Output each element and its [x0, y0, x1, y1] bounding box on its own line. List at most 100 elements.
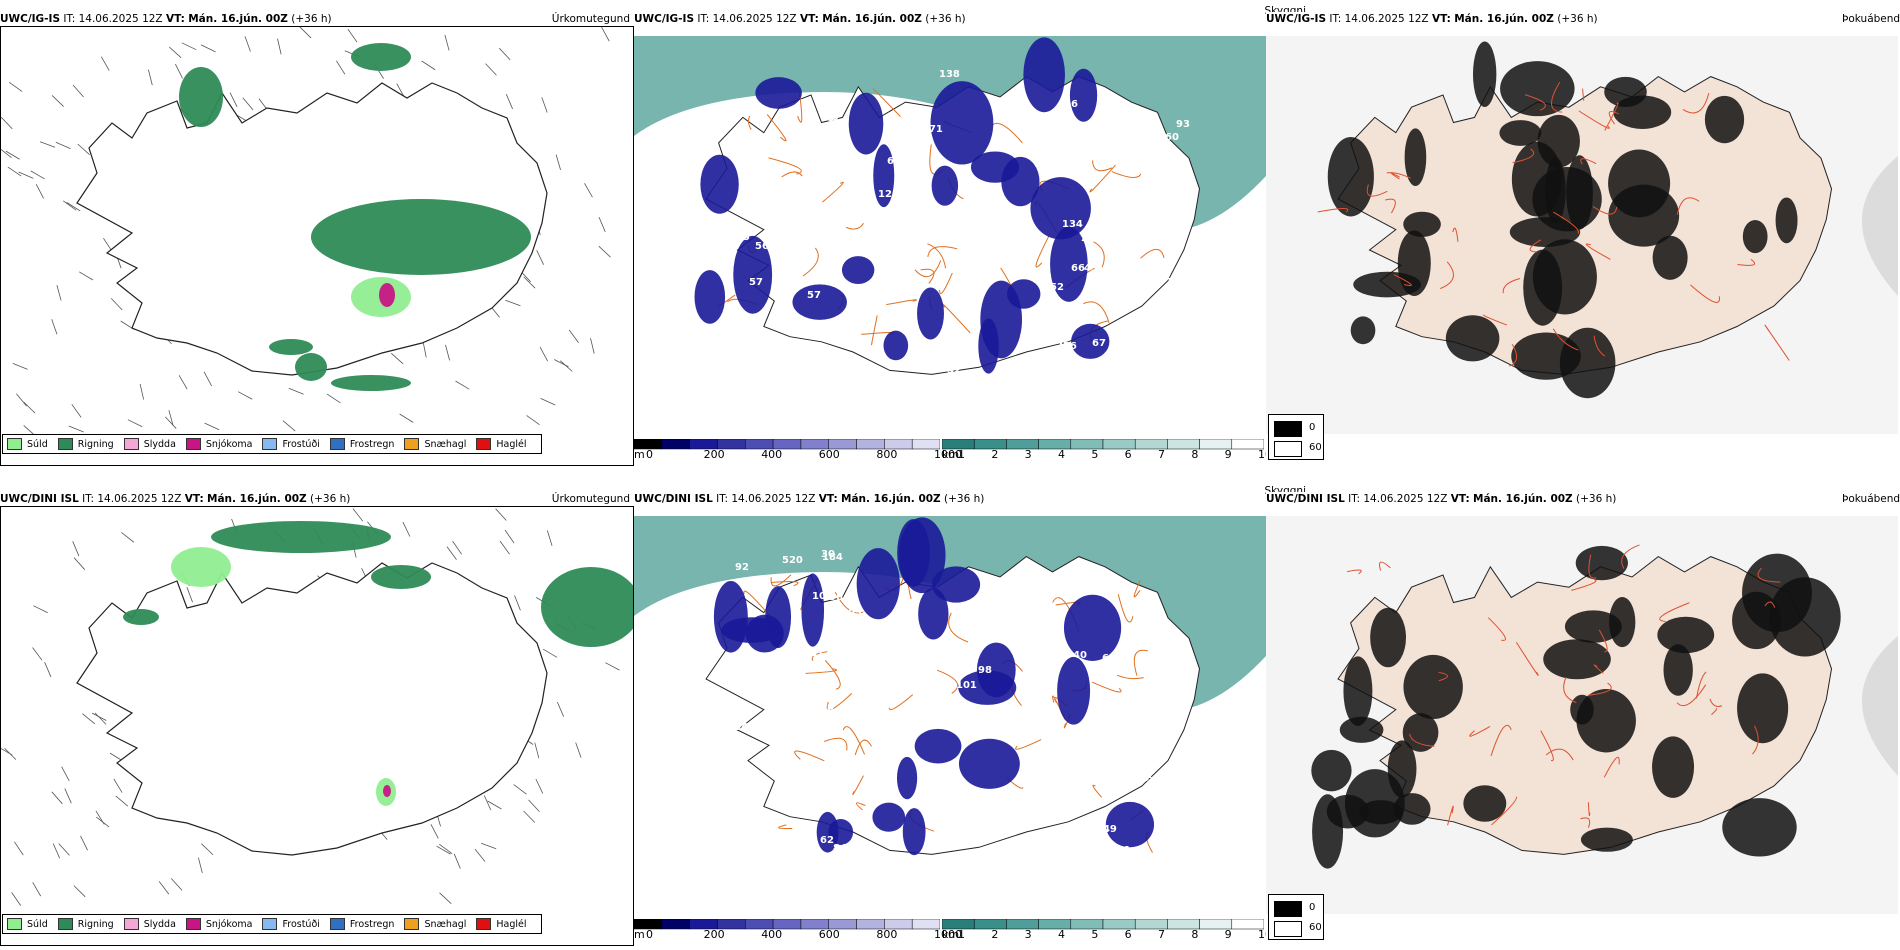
cloud-base-label: 98	[978, 665, 992, 676]
wind-barb	[33, 605, 48, 614]
fog-area	[1532, 166, 1602, 232]
road	[805, 668, 838, 674]
cloud-base-label: 93	[972, 238, 986, 249]
cloud-base-label: 88	[982, 806, 996, 817]
road	[1035, 234, 1051, 268]
road	[842, 726, 866, 755]
road	[778, 824, 793, 830]
panel-type-label: Þokuábendi	[1842, 13, 1900, 25]
road	[1752, 725, 1759, 755]
fog-area	[1370, 607, 1407, 668]
wind-barb	[115, 795, 129, 807]
wind-barb	[51, 95, 64, 107]
cloud-base-label: 102	[1167, 707, 1188, 718]
precip-area	[295, 353, 327, 381]
wind-barb	[399, 413, 414, 423]
legend-label: Snjókoma	[205, 918, 253, 930]
cloud-base-label: 56	[1064, 99, 1078, 110]
road	[1695, 671, 1707, 699]
road	[1092, 160, 1112, 172]
road	[1515, 641, 1539, 676]
road	[743, 590, 770, 616]
wind-barb	[51, 319, 58, 335]
cbar-segment	[973, 918, 1007, 930]
legend-swatch	[404, 438, 420, 450]
cloud-base-label: 184	[822, 552, 843, 563]
fog-area	[1353, 271, 1421, 298]
wind-barb	[554, 359, 569, 368]
fog-area	[1509, 217, 1581, 247]
wind-barb	[495, 508, 507, 521]
cloud-base-label: 69	[768, 694, 782, 705]
wind-barb	[430, 824, 439, 839]
road	[845, 223, 864, 230]
wind-barb	[499, 47, 511, 61]
cloud-base-label: 10	[1019, 333, 1033, 344]
cbar-height-colors	[633, 438, 941, 450]
legend-swatch	[7, 918, 22, 930]
cloud-base-label: 341	[898, 222, 919, 233]
cloud-base-label: 51	[1138, 770, 1152, 781]
wind-barb	[95, 810, 105, 825]
cloud-base-label: 12	[821, 183, 835, 194]
road	[824, 660, 841, 690]
road	[1529, 239, 1542, 253]
wind-barb	[73, 885, 86, 898]
road	[1409, 733, 1435, 747]
cloud-base-label: 145	[729, 232, 750, 243]
fog-area	[1663, 644, 1693, 696]
road	[1524, 94, 1546, 111]
wind-barb	[444, 34, 450, 51]
road	[747, 115, 752, 130]
wind-barb	[82, 713, 96, 725]
wind-barb	[175, 63, 183, 79]
cloud-base-label: 52	[947, 365, 961, 376]
road	[1545, 748, 1574, 761]
road	[1598, 629, 1608, 653]
low-cloud-area	[930, 81, 994, 165]
road	[1676, 684, 1707, 707]
road	[1366, 184, 1388, 197]
road	[1083, 301, 1110, 324]
fog-area	[1575, 545, 1628, 581]
low-cloud-area	[694, 270, 726, 324]
legend-label: Súld	[27, 918, 48, 930]
cbar-segment	[973, 438, 1007, 450]
cloud-base-label: 101	[956, 680, 977, 691]
fog-area	[1326, 794, 1369, 829]
legend-label: Haglél	[496, 918, 527, 930]
fog-area	[1559, 327, 1616, 399]
wind-barb	[168, 410, 174, 426]
precip-panel-row1: UWC/IG-IS IT: 14.06.2025 12Z VT: Mán. 16…	[0, 12, 634, 466]
cloud-base-label: 74	[1135, 773, 1149, 784]
cloud-base-label: 63	[1123, 320, 1137, 331]
legend-item: Snæhagl	[404, 918, 466, 930]
wind-barb	[229, 92, 238, 108]
cloud-base-label: 883	[1020, 689, 1041, 700]
wind-barb	[16, 393, 27, 407]
panel-header: UWC/IG-IS IT: 14.06.2025 12Z VT: Mán. 16…	[0, 13, 332, 25]
road	[1091, 681, 1122, 693]
road	[771, 581, 799, 587]
legend-swatch	[185, 438, 201, 450]
wind-barb	[94, 712, 107, 725]
cloud-base-label: 13	[933, 225, 947, 236]
fog-legend-black	[1274, 901, 1302, 917]
fog-area	[1403, 211, 1441, 237]
wind-barb	[30, 170, 45, 180]
fog-map	[1266, 36, 1898, 434]
wind-barb	[68, 425, 84, 433]
legend-item: Súld	[7, 918, 48, 930]
fog-area	[1472, 41, 1497, 108]
wind-barb	[71, 404, 82, 418]
wind-barb	[66, 202, 81, 212]
road	[1604, 102, 1619, 131]
road	[1452, 227, 1459, 242]
cloud-base-label: 520	[782, 555, 803, 566]
precip-area	[171, 547, 231, 587]
wind-barb	[439, 843, 453, 854]
cloud-base-label: 84	[1113, 697, 1127, 708]
fog-area	[1532, 239, 1597, 315]
wind-barb	[91, 712, 107, 721]
precip-area	[123, 609, 159, 625]
